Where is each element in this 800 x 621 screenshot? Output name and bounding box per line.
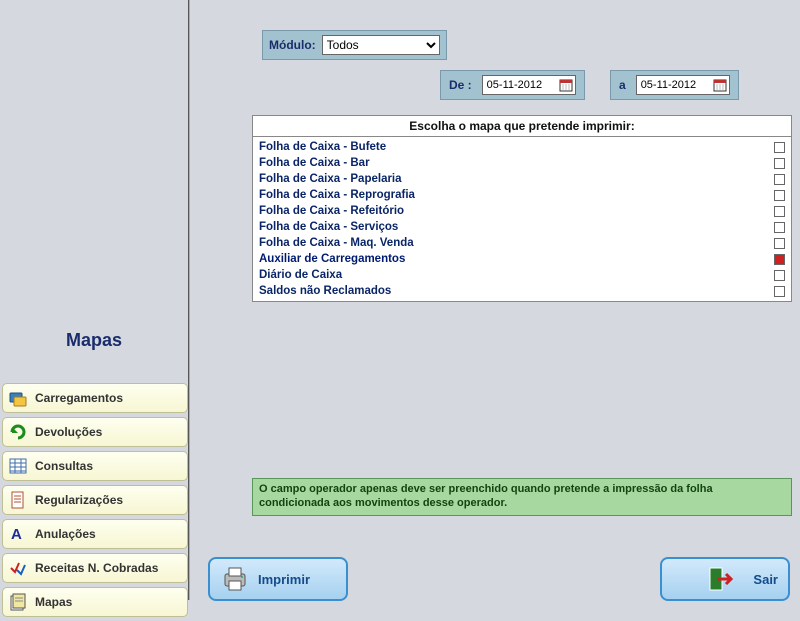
maps-panel: Escolha o mapa que pretende imprimir: Fo… xyxy=(252,115,792,302)
sidebar-item-label: Mapas xyxy=(35,595,72,609)
sidebar-item-devolucoes[interactable]: Devoluções xyxy=(2,417,188,447)
map-row-label: Folha de Caixa - Papelaria xyxy=(259,173,402,185)
calendar-icon[interactable] xyxy=(559,78,573,92)
map-row[interactable]: Saldos não Reclamados xyxy=(253,283,791,299)
map-row-checkbox[interactable] xyxy=(774,270,785,281)
svg-text:A: A xyxy=(11,526,22,543)
map-row[interactable]: Folha de Caixa - Bar xyxy=(253,155,791,171)
map-row-label: Folha de Caixa - Serviços xyxy=(259,221,398,233)
map-row-checkbox[interactable] xyxy=(774,206,785,217)
sidebar-item-anulacoes[interactable]: A Anulações xyxy=(2,519,188,549)
map-row-checkbox[interactable] xyxy=(774,286,785,297)
sidebar-buttons-group: Carregamentos Devoluções Consultas Regul… xyxy=(2,383,188,621)
map-row[interactable]: Folha de Caixa - Bufete xyxy=(253,139,791,155)
letter-a-icon: A xyxy=(9,525,27,543)
map-row[interactable]: Folha de Caixa - Refeitório xyxy=(253,203,791,219)
date-from-value: 05-11-2012 xyxy=(487,79,542,91)
map-row-checkbox[interactable] xyxy=(774,254,785,265)
map-row-label: Folha de Caixa - Reprografia xyxy=(259,189,415,201)
map-row-label: Folha de Caixa - Bar xyxy=(259,157,370,169)
exit-icon xyxy=(705,566,735,592)
map-row-checkbox[interactable] xyxy=(774,158,785,169)
exit-button-label: Sair xyxy=(753,572,778,587)
sidebar: Mapas Carregamentos Devoluções Consultas xyxy=(0,0,190,600)
maps-panel-header: Escolha o mapa que pretende imprimir: xyxy=(253,116,791,137)
sidebar-item-label: Anulações xyxy=(35,527,96,541)
module-filter: Módulo: Todos xyxy=(262,30,447,60)
date-from-label: De : xyxy=(449,78,472,92)
map-row-label: Folha de Caixa - Bufete xyxy=(259,141,386,153)
help-text: O campo operador apenas deve ser preench… xyxy=(252,478,792,516)
date-from-field[interactable]: 05-11-2012 xyxy=(482,75,576,95)
map-row[interactable]: Folha de Caixa - Maq. Venda xyxy=(253,235,791,251)
map-row[interactable]: Folha de Caixa - Serviços xyxy=(253,219,791,235)
sidebar-item-regularizacoes[interactable]: Regularizações xyxy=(2,485,188,515)
sidebar-item-label: Consultas xyxy=(35,459,93,473)
date-to-block: a 05-11-2012 xyxy=(610,70,739,100)
table-icon xyxy=(9,457,27,475)
date-to-label: a xyxy=(619,78,626,92)
map-row-label: Auxiliar de Carregamentos xyxy=(259,253,405,265)
map-row-label: Diário de Caixa xyxy=(259,269,342,281)
map-row[interactable]: Auxiliar de Carregamentos xyxy=(253,251,791,267)
sidebar-item-mapas[interactable]: Mapas xyxy=(2,587,188,617)
sidebar-item-label: Devoluções xyxy=(35,425,102,439)
print-button[interactable]: Imprimir xyxy=(208,557,348,601)
main-area: Módulo: Todos De : 05-11-2012 a 05-11-20… xyxy=(192,0,800,600)
printer-icon xyxy=(220,566,250,592)
map-row-checkbox[interactable] xyxy=(774,142,785,153)
print-button-label: Imprimir xyxy=(258,572,310,587)
map-row-checkbox[interactable] xyxy=(774,238,785,249)
sidebar-item-label: Regularizações xyxy=(35,493,123,507)
map-row[interactable]: Diário de Caixa xyxy=(253,267,791,283)
map-row-label: Saldos não Reclamados xyxy=(259,285,391,297)
sidebar-item-carregamentos[interactable]: Carregamentos xyxy=(2,383,188,413)
map-row-label: Folha de Caixa - Refeitório xyxy=(259,205,404,217)
maps-icon xyxy=(9,593,27,611)
date-from-block: De : 05-11-2012 xyxy=(440,70,585,100)
sidebar-title: Mapas xyxy=(0,330,188,351)
maps-list: Folha de Caixa - Bufete Folha de Caixa - … xyxy=(253,137,791,301)
date-to-field[interactable]: 05-11-2012 xyxy=(636,75,730,95)
map-row-checkbox[interactable] xyxy=(774,174,785,185)
document-icon xyxy=(9,491,27,509)
sidebar-item-consultas[interactable]: Consultas xyxy=(2,451,188,481)
checkmark-icon xyxy=(9,559,27,577)
map-row-checkbox[interactable] xyxy=(774,190,785,201)
transfer-card-icon xyxy=(9,389,27,407)
sidebar-item-receitas[interactable]: Receitas N. Cobradas xyxy=(2,553,188,583)
map-row[interactable]: Folha de Caixa - Reprografia xyxy=(253,187,791,203)
sidebar-item-label: Carregamentos xyxy=(35,391,123,405)
exit-button[interactable]: Sair xyxy=(660,557,790,601)
map-row-checkbox[interactable] xyxy=(774,222,785,233)
module-label: Módulo: xyxy=(269,38,316,52)
map-row-label: Folha de Caixa - Maq. Venda xyxy=(259,237,414,249)
date-to-value: 05-11-2012 xyxy=(641,79,696,91)
return-arrow-icon xyxy=(9,423,27,441)
map-row[interactable]: Folha de Caixa - Papelaria xyxy=(253,171,791,187)
module-select[interactable]: Todos xyxy=(322,35,440,55)
calendar-icon[interactable] xyxy=(713,78,727,92)
sidebar-item-label: Receitas N. Cobradas xyxy=(35,561,158,575)
